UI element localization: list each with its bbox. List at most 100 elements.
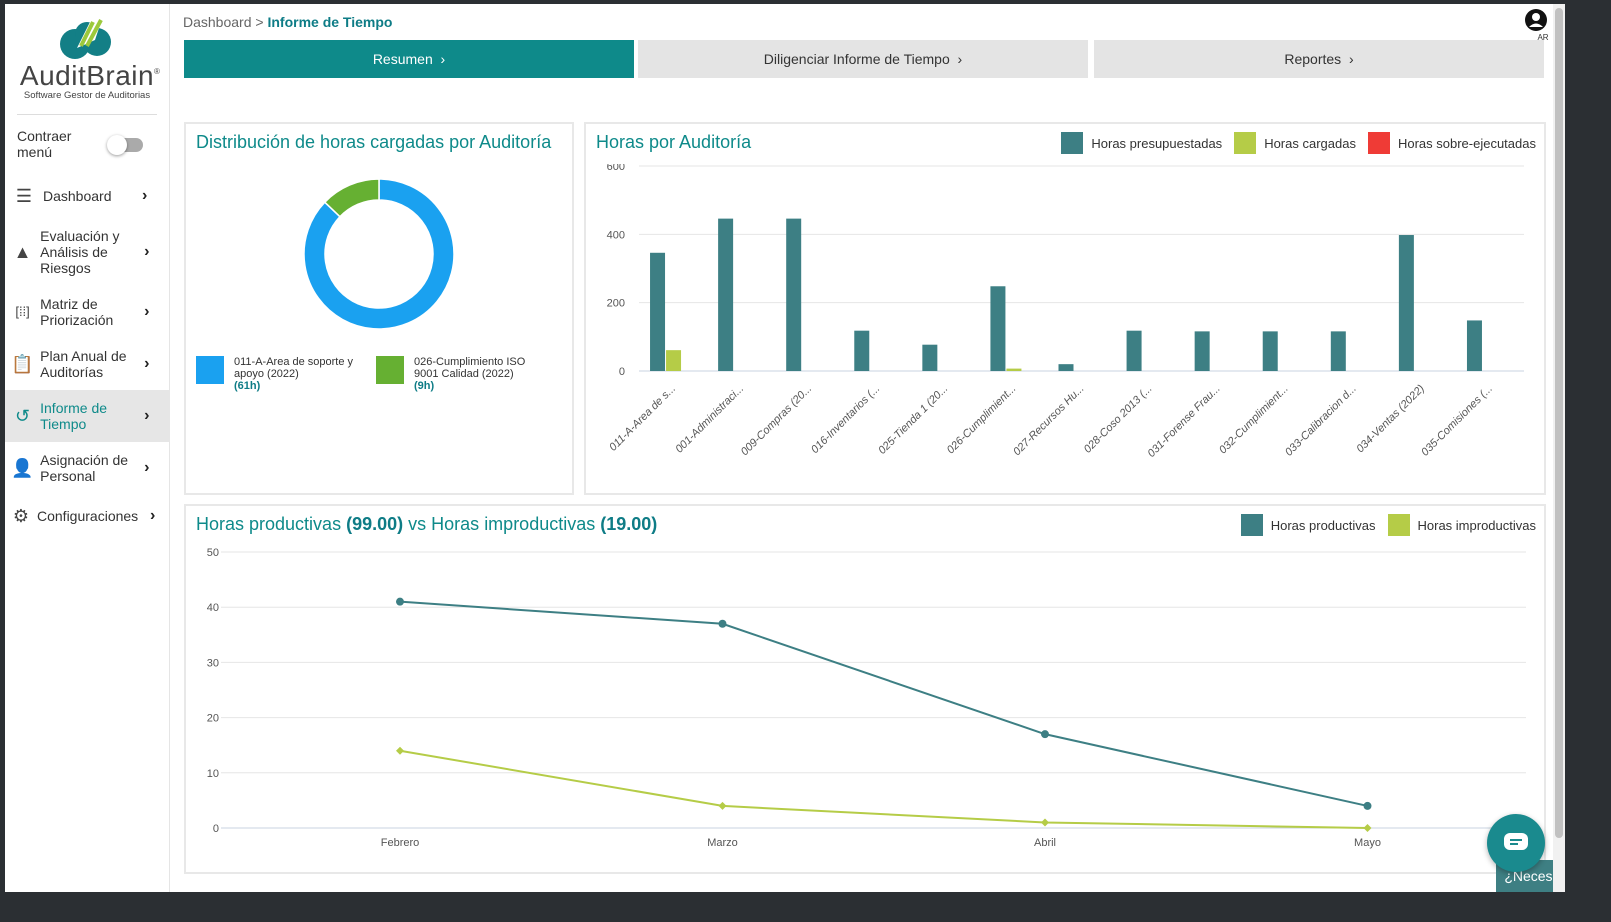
y-tick-label: 30 [207, 657, 219, 669]
data-point [1041, 818, 1049, 827]
bar [922, 344, 938, 371]
line-legend: Horas productivas Horas improductivas [1240, 514, 1536, 536]
legend-item[interactable]: 026-Cumplimiento ISO 9001 Calidad (2022)… [376, 356, 536, 392]
line-card: Horas productivas (99.00) vs Horas impro… [184, 504, 1546, 874]
line-title: Horas productivas (99.00) vs Horas impro… [196, 514, 658, 534]
bar-chart: 0 200 400 600 011-A-Area de s...001-Administ… [607, 164, 1524, 460]
sidebar-item-plan-anual[interactable]: 📋 Plan Anual de Auditorías › [5, 346, 170, 382]
user-icon: 👤 [11, 458, 34, 478]
tab-diligenciar[interactable]: Diligenciar Informe de Tiempo › [638, 40, 1088, 78]
app-window: AuditBrain ® Software Gestor de Auditori… [5, 4, 1565, 892]
data-point [1041, 730, 1049, 739]
x-tick-label: 025-Tienda 1 (20... [876, 383, 950, 457]
sidebar: AuditBrain ® Software Gestor de Auditori… [5, 4, 170, 892]
scrollbar[interactable] [1553, 4, 1565, 892]
data-point [1363, 824, 1372, 832]
data-point [718, 801, 727, 810]
matrix-icon: [⁞⁞] [15, 304, 30, 319]
bar [1006, 368, 1022, 371]
series-line [399, 600, 1368, 807]
x-tick-label: 011-A-Area de s... [607, 383, 678, 454]
x-tick-label: 016-Inventarios (... [809, 383, 882, 456]
bar [1126, 330, 1142, 371]
bar-title: Horas por Auditoría [596, 132, 752, 152]
y-tick-label: 400 [607, 229, 625, 241]
chat-icon [1504, 833, 1528, 850]
legend-swatch [196, 356, 224, 384]
legend-item[interactable]: 011-A-Area de soporte y apoyo (2022) (61h… [196, 356, 356, 392]
chevron-right-icon: › [144, 407, 150, 424]
x-tick-label: 034-Ventas (2022) [1354, 382, 1427, 455]
breadcrumb-root[interactable]: Dashboard [183, 14, 252, 30]
donut-slice [303, 178, 455, 330]
x-tick-label: 027-Recursos Hu... [1011, 383, 1086, 458]
donut-card: Distribución de horas cargadas por Audit… [184, 122, 574, 495]
sidebar-item-dashboard[interactable]: ☰ Dashboard › [5, 180, 170, 212]
donut-legend: 011-A-Area de soporte y apoyo (2022) (61h… [196, 356, 536, 392]
chevron-right-icon: › [957, 51, 963, 67]
tab-resumen[interactable]: Resumen › [184, 40, 634, 78]
x-tick-label: 001-Administraci... [673, 383, 746, 456]
bar-legend: Horas presupuestadas Horas cargadas Hora… [1061, 132, 1536, 154]
bar [1058, 364, 1074, 371]
bar [854, 330, 870, 371]
bar-card: Horas por Auditoría Horas presupuestadas… [584, 122, 1546, 495]
clipboard-check-icon: 📋 [11, 354, 34, 374]
gear-icon: ⚙ [12, 506, 30, 526]
chevron-right-icon: › [144, 243, 150, 260]
x-tick-label: 033-Calibracion d... [1283, 383, 1359, 459]
chevron-right-icon: › [144, 459, 150, 476]
data-point [1363, 801, 1372, 810]
x-tick-label: Marzo [707, 837, 738, 849]
warning-icon: ▲ [13, 242, 32, 262]
svg-text:®: ® [154, 67, 160, 76]
bar [666, 350, 682, 371]
bar [1262, 331, 1278, 371]
data-point [396, 746, 404, 755]
sidebar-item-asignacion[interactable]: 👤 Asignación de Personal › [5, 450, 170, 486]
sidebar-item-configuraciones[interactable]: ⚙ Configuraciones › [5, 504, 170, 528]
series-line [399, 749, 1368, 829]
x-tick-label: 032-Cumplimient... [1217, 383, 1291, 457]
y-tick-label: 0 [213, 823, 219, 835]
x-tick-label: 035-Comisiones (... [1419, 383, 1495, 459]
sidebar-item-evaluacion[interactable]: ▲ Evaluación y Análisis de Riesgos › [5, 226, 170, 278]
y-tick-label: 20 [207, 713, 219, 725]
bar [1398, 235, 1414, 371]
x-tick-label: Febrero [381, 837, 420, 849]
tab-reportes[interactable]: Reportes › [1094, 40, 1544, 78]
y-tick-label: 50 [207, 547, 219, 559]
donut-chart [303, 178, 455, 330]
chevron-right-icon: › [150, 507, 156, 524]
chat-button[interactable] [1487, 814, 1545, 872]
user-circle-icon [1525, 9, 1547, 31]
divider [17, 114, 157, 115]
collapse-toggle[interactable] [107, 135, 143, 155]
x-tick-label: 028-Coso 2013 (... [1082, 383, 1155, 456]
x-tick-label: 026-Cumplimient... [945, 383, 1019, 457]
y-tick-label: 200 [607, 298, 625, 310]
auditbrain-logo: AuditBrain ® Software Gestor de Auditori… [15, 12, 160, 107]
sidebar-item-matriz[interactable]: [⁞⁞] Matriz de Priorización › [5, 294, 170, 330]
y-tick-label: 600 [607, 164, 625, 173]
donut-title: Distribución de horas cargadas por Audit… [196, 132, 552, 152]
donut-slice [323, 178, 380, 218]
data-point [396, 597, 404, 606]
sidebar-item-informe-tiempo[interactable]: ↺ Informe de Tiempo › [5, 390, 170, 442]
collapse-label: Contraer menú [17, 128, 72, 160]
indent-icon: ☰ [15, 186, 33, 206]
user-avatar[interactable]: AR [1523, 8, 1549, 42]
chevron-right-icon: › [142, 187, 148, 204]
x-tick-label: 009-Compras (20... [739, 383, 814, 458]
x-tick-label: 031-Forense Frau... [1146, 383, 1223, 460]
legend-swatch [376, 356, 404, 384]
chevron-right-icon: › [1348, 51, 1354, 67]
y-tick-label: 10 [207, 768, 219, 780]
chevron-right-icon: › [144, 303, 150, 320]
history-icon: ↺ [15, 406, 31, 426]
y-tick-label: 40 [207, 602, 219, 614]
bar [718, 218, 734, 371]
bar [990, 286, 1006, 371]
line-chart: 0 10 20 30 40 50 Febrero Marzo Abril Mayo [207, 547, 1526, 849]
bar [1466, 320, 1482, 371]
